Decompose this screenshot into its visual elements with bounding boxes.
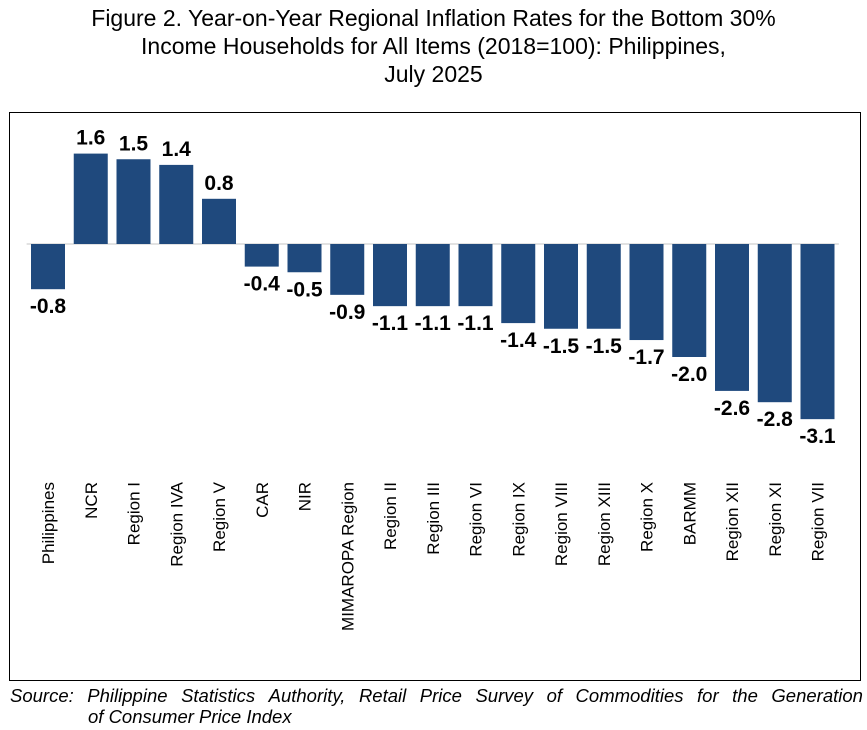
data-label: 1.4: [162, 138, 192, 161]
bar: [800, 244, 835, 420]
bar: [672, 244, 707, 357]
source-word: Retail: [358, 685, 407, 706]
bar: [244, 244, 279, 267]
source-word: Statistics: [181, 685, 256, 706]
category-label: Region III: [424, 482, 443, 555]
data-label: -1.5: [586, 335, 623, 358]
category-label: Region XIII: [595, 482, 614, 566]
category-label: NCR: [82, 482, 101, 519]
category-label: Region II: [381, 482, 400, 550]
bar: [202, 198, 236, 244]
data-label: -1.5: [543, 335, 580, 358]
bar: [501, 244, 536, 324]
bar: [586, 244, 621, 329]
bar: [287, 244, 322, 273]
category-label: Region IX: [509, 482, 528, 557]
bar: [544, 244, 578, 329]
category-label: CAR: [253, 482, 272, 518]
bar: [73, 153, 108, 244]
source-word: Source:: [10, 685, 74, 706]
data-label: 0.8: [204, 172, 234, 195]
source-word: Generation: [771, 685, 863, 706]
data-label: -1.7: [628, 346, 664, 369]
bar: [31, 244, 65, 290]
source-word: Commodities: [575, 685, 684, 706]
source-word: Philippine: [87, 685, 168, 706]
category-label: Region IVA: [167, 481, 186, 566]
data-label: -1.1: [372, 312, 409, 335]
data-label: -0.9: [329, 301, 365, 324]
source-line-1: Source: Philippine Statistics Authority,…: [10, 685, 863, 706]
bar: [159, 164, 194, 244]
source-word: Authority,: [268, 685, 346, 706]
data-label: -0.8: [30, 295, 67, 318]
source-word: of: [546, 685, 563, 706]
source-word: the: [732, 685, 758, 706]
data-label: -0.5: [286, 278, 323, 301]
bar: [330, 244, 365, 295]
source-note: Source: Philippine Statistics Authority,…: [10, 685, 863, 727]
category-label: NIR: [296, 482, 315, 511]
data-label: -1.4: [500, 329, 537, 352]
bar: [757, 244, 792, 403]
data-label: -1.1: [457, 312, 494, 335]
bar: [458, 244, 493, 307]
data-label: -3.1: [799, 425, 836, 448]
source-line-2: of Consumer Price Index: [88, 706, 292, 727]
category-label: Region XII: [723, 482, 742, 561]
data-label: 1.5: [119, 132, 149, 155]
chart-title-line-2: Income Households for All Items (2018=10…: [141, 33, 726, 59]
data-label: -2.8: [757, 408, 794, 431]
category-label: Region V: [210, 481, 229, 552]
category-label: Region VII: [809, 482, 828, 561]
source-word: for: [697, 685, 719, 706]
data-label: -1.1: [415, 312, 452, 335]
bar: [373, 244, 407, 307]
data-label: 1.6: [76, 127, 105, 150]
data-label: -2.0: [671, 363, 707, 386]
category-label: Region XI: [766, 482, 785, 557]
data-label: -2.6: [714, 397, 750, 420]
category-label: Region VIII: [552, 482, 571, 566]
category-label: Philippines: [39, 482, 58, 564]
bar: [415, 244, 450, 307]
category-label: MIMAROPA Region: [338, 482, 357, 631]
chart-title-line-3: July 2025: [384, 61, 483, 87]
chart-frame: [9, 112, 861, 681]
bar: [715, 244, 749, 391]
chart-title: Figure 2. Year-on-Year Regional Inflatio…: [0, 4, 867, 88]
bar: [629, 244, 664, 341]
source-word: Price: [419, 685, 462, 706]
category-label: Region X: [638, 482, 657, 552]
bar: [116, 159, 151, 244]
category-label: BARMM: [680, 482, 699, 545]
chart-title-line-1: Figure 2. Year-on-Year Regional Inflatio…: [91, 5, 776, 31]
category-label: Region I: [125, 482, 144, 545]
category-label: Region VI: [467, 482, 486, 557]
data-label: -0.4: [244, 273, 281, 296]
source-word: Survey: [475, 685, 534, 706]
